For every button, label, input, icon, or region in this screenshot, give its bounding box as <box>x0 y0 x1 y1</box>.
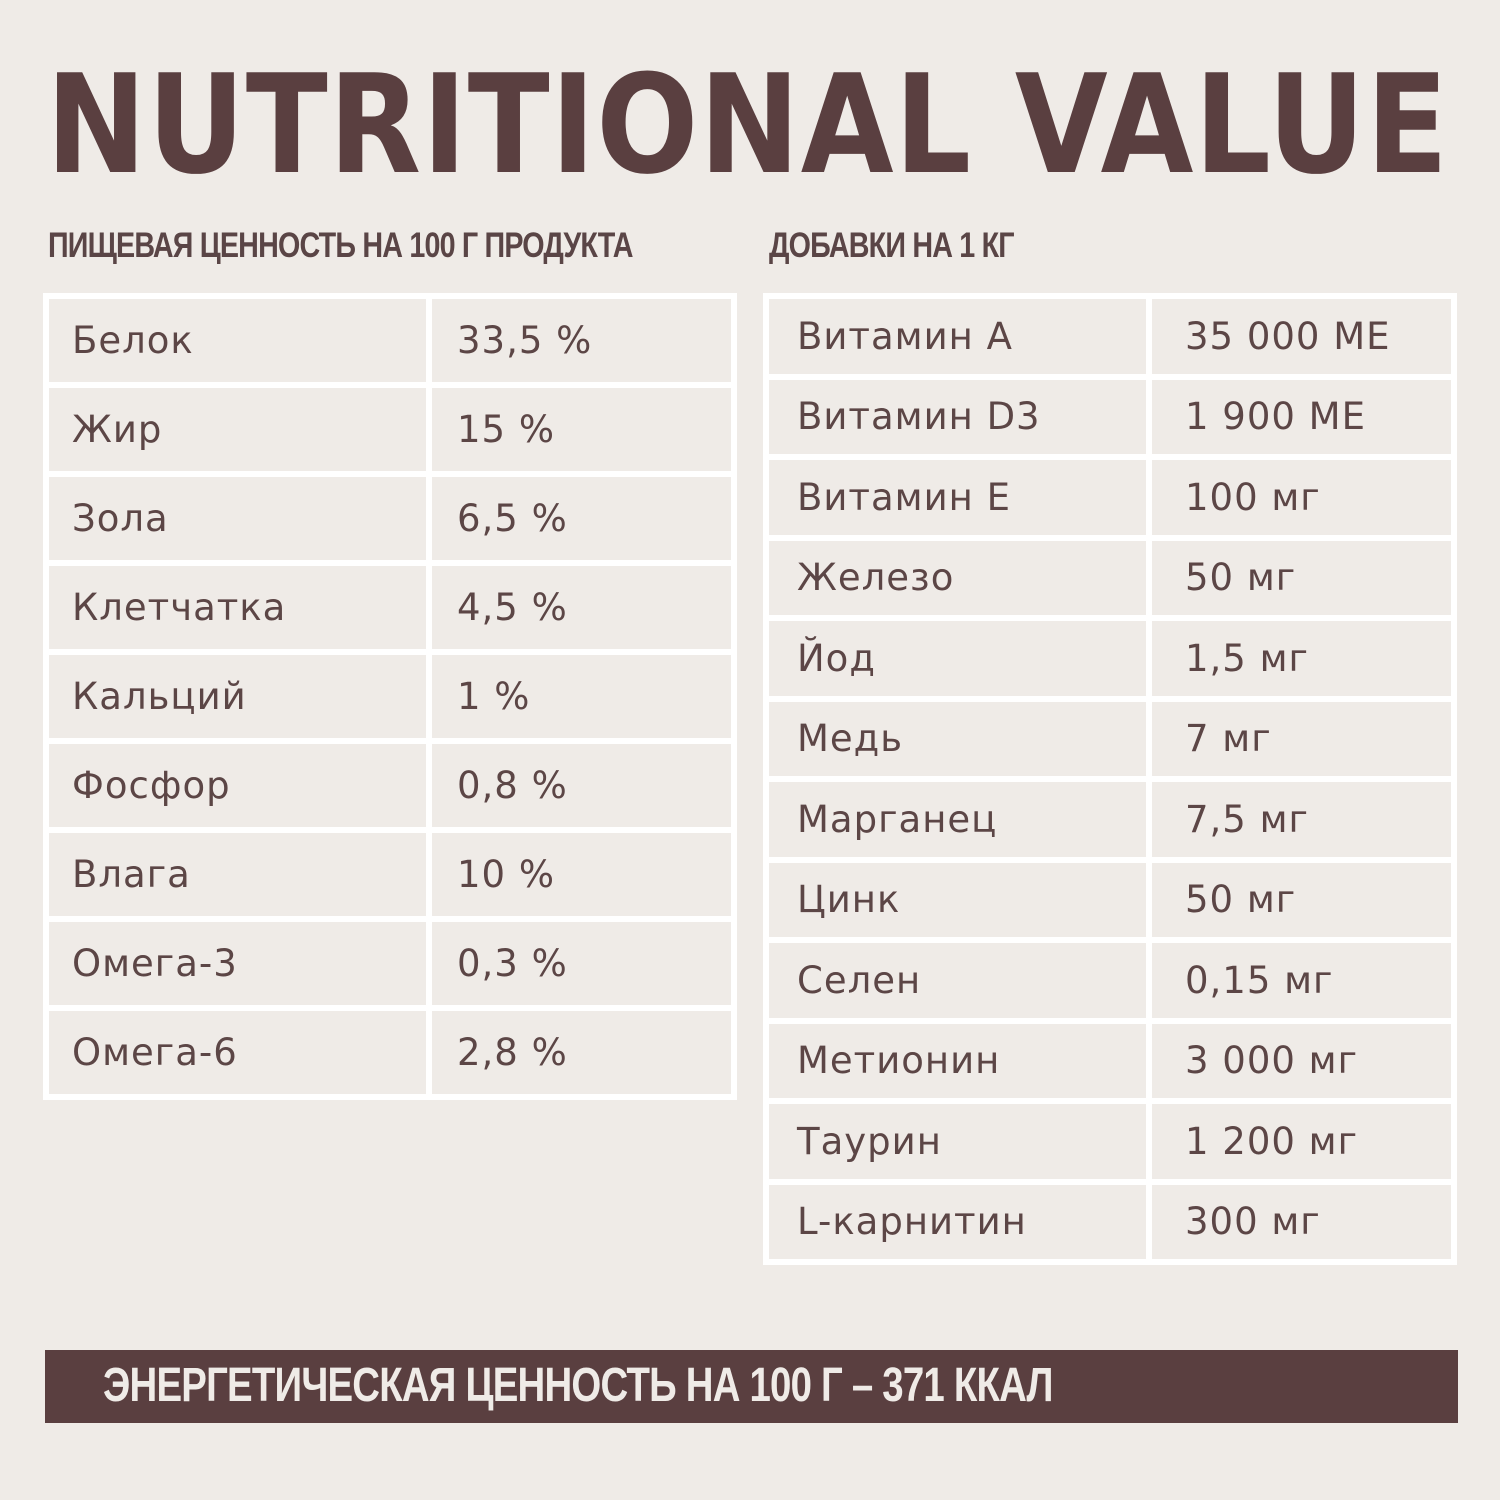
additive-value: 50 мг <box>1152 540 1451 615</box>
additive-value: 35 000 МЕ <box>1152 299 1451 374</box>
additives-heading: ДОБАВКИ НА 1 КГ <box>769 226 1015 265</box>
nutrient-value: 1 % <box>432 655 731 738</box>
additive-value: 1 900 МЕ <box>1152 379 1451 454</box>
nutrient-value: 15 % <box>432 388 731 471</box>
additive-value: 100 мг <box>1152 460 1451 535</box>
additive-name: Йод <box>769 621 1146 696</box>
additive-name: Таурин <box>769 1104 1146 1179</box>
table-row: Белок 33,5 % <box>49 299 731 382</box>
nutrient-name: Омега-3 <box>49 922 426 1005</box>
nutrient-name: Омега-6 <box>49 1011 426 1094</box>
table-row: Метионин 3 000 мг <box>769 1023 1451 1098</box>
nutrient-value: 2,8 % <box>432 1011 731 1094</box>
nutrient-name: Кальций <box>49 655 426 738</box>
nutrient-value: 4,5 % <box>432 566 731 649</box>
nutrient-name: Фосфор <box>49 744 426 827</box>
additive-name: L-карнитин <box>769 1184 1146 1259</box>
table-row: Витамин А 35 000 МЕ <box>769 299 1451 374</box>
table-row: L-карнитин 300 мг <box>769 1184 1451 1259</box>
nutrient-value: 6,5 % <box>432 477 731 560</box>
additive-name: Витамин D3 <box>769 379 1146 454</box>
additive-name: Медь <box>769 701 1146 776</box>
table-row: Клетчатка 4,5 % <box>49 566 731 649</box>
additive-name: Марганец <box>769 782 1146 857</box>
additive-name: Витамин А <box>769 299 1146 374</box>
additive-value: 7 мг <box>1152 701 1451 776</box>
page-title: NUTRITIONAL VALUE <box>46 46 1450 206</box>
table-row: Селен 0,15 мг <box>769 943 1451 1018</box>
table-row: Влага 10 % <box>49 833 731 916</box>
additive-value: 50 мг <box>1152 862 1451 937</box>
table-row: Цинк 50 мг <box>769 862 1451 937</box>
additive-value: 7,5 мг <box>1152 782 1451 857</box>
energy-banner <box>45 1350 1458 1423</box>
nutrition-table: Белок 33,5 % Жир 15 % Зола 6,5 % Клетчат… <box>43 293 737 1100</box>
table-row: Таурин 1 200 мг <box>769 1104 1451 1179</box>
additive-value: 1 200 мг <box>1152 1104 1451 1179</box>
nutrient-name: Белок <box>49 299 426 382</box>
nutrient-name: Зола <box>49 477 426 560</box>
table-row: Железо 50 мг <box>769 540 1451 615</box>
additive-value: 1,5 мг <box>1152 621 1451 696</box>
table-row: Витамин Е 100 мг <box>769 460 1451 535</box>
nutrient-value: 0,3 % <box>432 922 731 1005</box>
nutrient-name: Жир <box>49 388 426 471</box>
table-row: Витамин D3 1 900 МЕ <box>769 379 1451 454</box>
table-row: Омега-3 0,3 % <box>49 922 731 1005</box>
additive-name: Метионин <box>769 1023 1146 1098</box>
additives-table: Витамин А 35 000 МЕ Витамин D3 1 900 МЕ … <box>763 293 1457 1265</box>
additive-value: 0,15 мг <box>1152 943 1451 1018</box>
additive-name: Селен <box>769 943 1146 1018</box>
nutrient-value: 33,5 % <box>432 299 731 382</box>
nutrient-value: 10 % <box>432 833 731 916</box>
table-row: Омега-6 2,8 % <box>49 1011 731 1094</box>
additive-value: 300 мг <box>1152 1184 1451 1259</box>
nutrition-heading: ПИЩЕВАЯ ЦЕННОСТЬ НА 100 Г ПРОДУКТА <box>48 226 633 265</box>
table-row: Фосфор 0,8 % <box>49 744 731 827</box>
nutrient-name: Клетчатка <box>49 566 426 649</box>
table-row: Жир 15 % <box>49 388 731 471</box>
table-row: Йод 1,5 мг <box>769 621 1451 696</box>
table-row: Марганец 7,5 мг <box>769 782 1451 857</box>
energy-value-text: ЭНЕРГЕТИЧЕСКАЯ ЦЕННОСТЬ НА 100 Г – 371 К… <box>103 1359 1053 1412</box>
additive-value: 3 000 мг <box>1152 1023 1451 1098</box>
nutrient-value: 0,8 % <box>432 744 731 827</box>
table-row: Кальций 1 % <box>49 655 731 738</box>
table-row: Зола 6,5 % <box>49 477 731 560</box>
table-row: Медь 7 мг <box>769 701 1451 776</box>
additive-name: Железо <box>769 540 1146 615</box>
nutrient-name: Влага <box>49 833 426 916</box>
additive-name: Витамин Е <box>769 460 1146 535</box>
additive-name: Цинк <box>769 862 1146 937</box>
